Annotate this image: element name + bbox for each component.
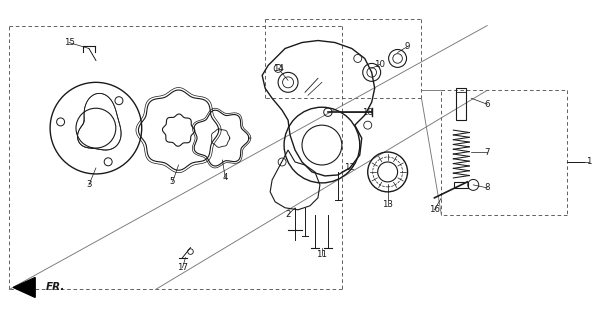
Text: 5: 5 [170,177,175,187]
Text: 9: 9 [405,42,410,51]
Text: 4: 4 [222,173,228,182]
Text: 3: 3 [86,180,92,189]
Text: 8: 8 [484,183,490,192]
Text: 6: 6 [484,100,490,109]
Text: 1: 1 [586,157,591,166]
Text: 10: 10 [374,60,385,69]
Text: 11: 11 [316,250,327,259]
Text: 18: 18 [362,108,373,117]
Text: FR.: FR. [46,283,65,292]
Text: 2: 2 [285,210,291,219]
Text: 17: 17 [177,263,188,272]
Text: 14: 14 [273,64,284,73]
Text: 7: 7 [484,148,490,156]
Text: 13: 13 [382,200,393,209]
Bar [454,182,468,188]
Text: 16: 16 [429,205,440,214]
Text: 12: 12 [344,164,355,172]
Polygon shape [13,277,35,297]
Bar [456,88,466,120]
Text: 15: 15 [64,38,75,47]
